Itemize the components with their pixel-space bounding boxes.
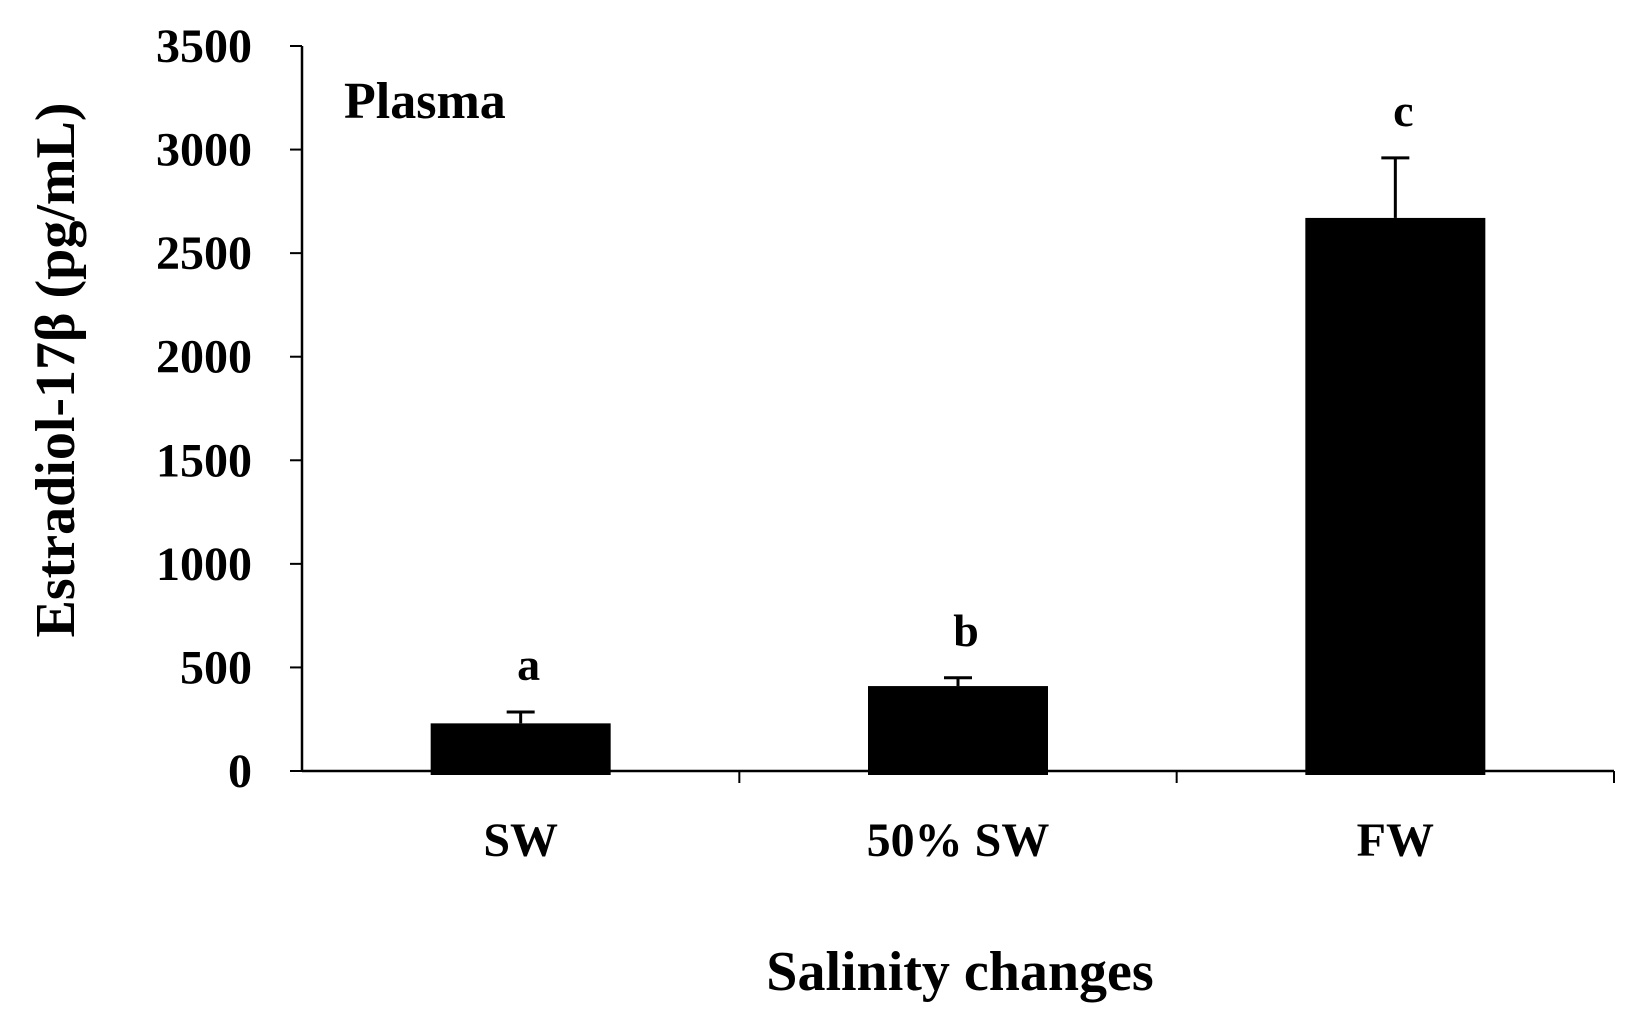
y-axis-title: Estradiol-17β (pg/mL) [25,102,87,637]
x-axis-title: Salinity changes [766,941,1153,1003]
y-tick-label: 2500 [156,227,252,280]
significance-label: a [517,639,540,690]
panel-title: Plasma [344,73,506,130]
bar [868,686,1048,775]
bar [430,723,611,775]
y-tick-label: 0 [228,745,252,798]
significance-label: c [1393,85,1413,136]
error-bars [506,156,1410,724]
y-tick-label: 3000 [156,124,252,177]
x-ticks: SW 50% SW FW [483,771,1615,867]
bar [1305,217,1486,775]
y-ticks: 0 500 1000 1500 2000 2500 3000 3500 [156,20,302,798]
y-tick-label: 1000 [156,538,252,591]
y-tick-label: 1500 [156,434,252,487]
y-tick-label: 3500 [156,20,252,73]
x-tick-label: 50% SW [867,814,1050,867]
x-tick-label: SW [483,814,558,867]
bars [430,217,1486,775]
x-tick-label: FW [1357,814,1434,867]
significance-labels: a b c [517,85,1413,690]
y-tick-label: 2000 [156,331,252,384]
y-tick-label: 500 [180,641,252,694]
significance-label: b [953,605,979,656]
